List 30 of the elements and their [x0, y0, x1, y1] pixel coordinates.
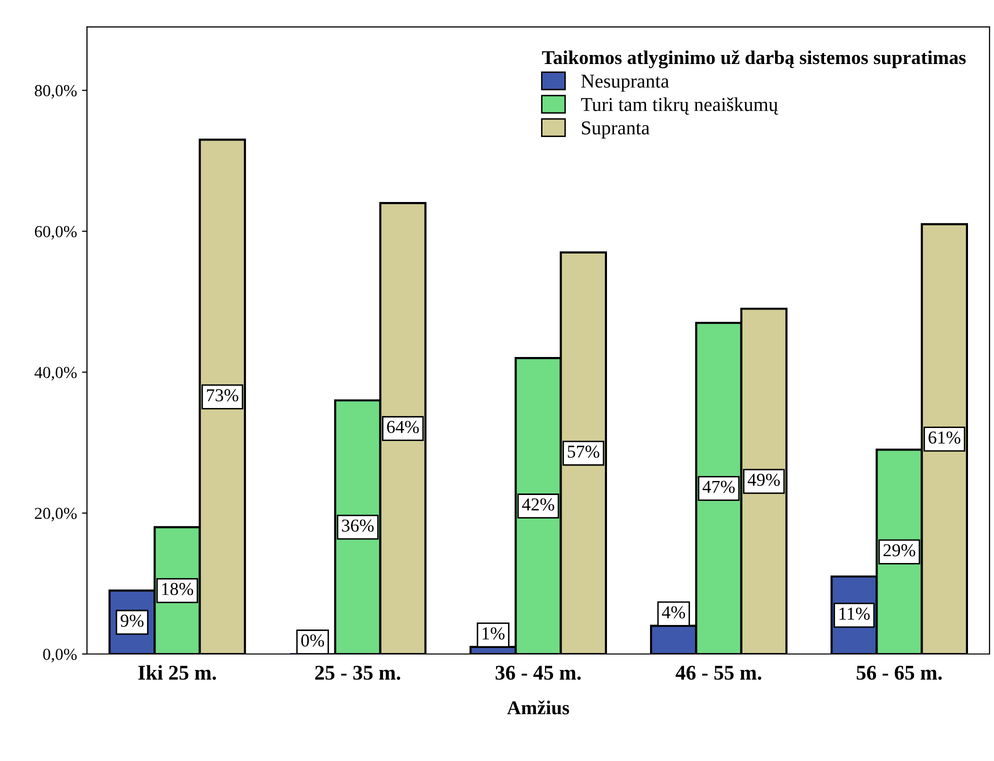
x-tick-label: 36 - 45 m. [496, 666, 581, 680]
data-label: 29% [884, 544, 916, 556]
data-label: 61% [928, 431, 960, 444]
legend-label: Turi tam tikrų neaiškumų [581, 97, 778, 115]
data-label: 42% [522, 498, 554, 511]
data-label: 4% [662, 606, 686, 618]
data-label: 47% [702, 480, 735, 494]
legend-title: Taikomos atlyginimo už darbą sistemos supratimas [542, 50, 966, 68]
data-label: 57% [568, 446, 600, 458]
data-label: 0% [301, 634, 324, 647]
legend-label: Nesupranta [581, 74, 669, 92]
y-tick-label: 40,0% [34, 366, 77, 381]
data-label: 11% [840, 608, 870, 620]
data-label: 1% [482, 627, 505, 640]
data-label: 9% [120, 614, 144, 627]
data-label: 73% [207, 389, 238, 402]
legend-label: Supranta [582, 121, 650, 138]
data-label: 36% [342, 520, 374, 532]
data-label: 18% [162, 582, 194, 596]
x-tick-label: 56 - 65 m. [856, 666, 942, 680]
x-tick-label: 25 - 35 m. [315, 666, 400, 680]
x-tick-label: Iki 25 m. [138, 665, 216, 680]
x-tick-label: 46 - 55 m. [676, 666, 762, 680]
x-axis-title: Amžius [507, 700, 570, 714]
data-label: 64% [387, 420, 419, 434]
y-tick-label: 20,0% [34, 508, 77, 522]
y-tick-label: 80,0% [34, 85, 77, 99]
data-label: 49% [748, 474, 780, 486]
y-tick-label: 60,0% [34, 226, 77, 240]
y-tick-label: 0,0% [43, 648, 77, 662]
